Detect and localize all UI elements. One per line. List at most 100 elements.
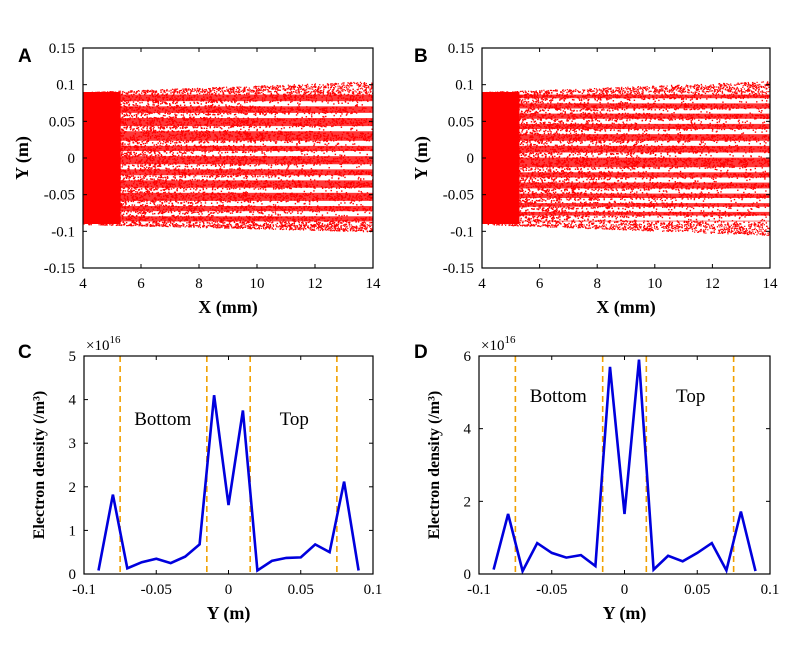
scatter-point: [140, 214, 143, 216]
scatter-point: [100, 154, 102, 156]
scatter-point: [112, 189, 115, 191]
scatter-point: [259, 112, 261, 114]
scatter-point: [103, 104, 105, 107]
scatter-point: [91, 205, 93, 208]
scatter-point: [115, 186, 117, 188]
scatter-point: [310, 191, 312, 194]
scatter-point: [153, 129, 155, 132]
scatter-point: [171, 179, 174, 181]
scatter-point: [140, 92, 143, 94]
scatter-point: [227, 175, 229, 178]
scatter-point: [316, 210, 318, 213]
scatter-point: [94, 203, 96, 205]
scatter-point: [178, 92, 181, 94]
scatter-point: [230, 164, 232, 166]
scatter-point: [106, 167, 108, 169]
scatter-point: [255, 223, 257, 225]
scatter-point: [122, 142, 124, 144]
scatter-point: [276, 163, 279, 166]
scatter-point: [238, 167, 241, 169]
scatter-point: [127, 190, 129, 192]
scatter-point: [141, 212, 143, 215]
scatter-point: [93, 159, 95, 162]
scatter-point: [195, 222, 197, 224]
scatter-point: [88, 173, 90, 175]
scatter-point: [164, 101, 167, 103]
scatter-point: [94, 201, 96, 203]
scatter-point: [145, 205, 147, 207]
scatter-point: [104, 217, 106, 220]
scatter-point: [158, 151, 160, 153]
scatter-point: [221, 128, 223, 130]
scatter-point: [189, 102, 192, 104]
scatter-point: [133, 221, 135, 223]
scatter-point: [298, 201, 300, 203]
scatter-point: [271, 174, 274, 177]
scatter-point: [273, 140, 275, 142]
scatter-point: [211, 101, 214, 104]
scatter-point: [89, 198, 91, 200]
scatter-point: [150, 112, 152, 114]
scatter-point: [133, 204, 136, 206]
scatter-point: [228, 127, 230, 129]
scatter-point: [114, 218, 117, 221]
scatter-point: [99, 110, 101, 112]
scatter-point: [93, 112, 95, 114]
scatter-point: [178, 210, 180, 212]
scatter-point: [113, 109, 115, 111]
scatter-point: [223, 163, 226, 166]
scatter-point: [368, 93, 370, 96]
scatter-point: [130, 223, 133, 225]
scatter-plot-a: 4 6 8 10 12 140.150.10.050-0.05-0.1-0.15X (mm…: [12, 41, 381, 318]
scatter-point: [225, 104, 227, 106]
scatter-point: [187, 201, 190, 204]
scatter-point: [305, 116, 308, 118]
scatter-point: [155, 200, 157, 202]
scatter-point: [267, 223, 269, 225]
scatter-point: [261, 212, 263, 214]
scatter-point: [298, 142, 301, 144]
scatter-point: [105, 144, 107, 146]
scatter-point: [132, 215, 135, 217]
scatter-point: [99, 200, 101, 203]
scatter-point: [91, 93, 93, 95]
scatter-point: [309, 92, 312, 95]
scatter-point: [301, 222, 303, 224]
scatter-point: [289, 126, 291, 129]
scatter-point: [110, 128, 113, 131]
scatter-point: [296, 201, 299, 203]
scatter-point: [259, 188, 262, 190]
scatter-point: [265, 175, 267, 177]
scatter-point: [90, 132, 93, 134]
scatter-point: [118, 220, 120, 223]
scatter-point: [96, 157, 99, 159]
scatter-point: [84, 137, 86, 139]
scatter-point: [319, 222, 321, 224]
scatter-point: [104, 96, 106, 98]
scatter-point: [140, 223, 142, 225]
scatter-point: [97, 184, 100, 187]
scatter-point: [91, 152, 94, 154]
scatter-point: [170, 210, 172, 213]
scatter-point: [181, 92, 183, 94]
scatter-point: [198, 164, 201, 166]
scatter-point: [228, 105, 231, 107]
scatter-point: [132, 128, 134, 130]
scatter-point: [216, 101, 218, 103]
scatter-point: [203, 223, 205, 225]
scatter-point: [274, 175, 276, 178]
scatter-point: [102, 201, 104, 204]
scatter-point: [151, 178, 153, 180]
scatter-point: [303, 154, 306, 156]
scatter-point: [317, 93, 319, 95]
scatter-point: [152, 128, 155, 130]
scatter-point: [262, 140, 265, 142]
scatter-point: [86, 163, 88, 165]
scatter-point: [165, 145, 167, 147]
scatter-point: [223, 140, 226, 143]
scatter-point: [95, 122, 97, 125]
scatter-point: [133, 114, 136, 117]
scatter-point: [237, 201, 239, 204]
scatter-point: [99, 163, 101, 166]
scatter-point: [133, 128, 135, 130]
